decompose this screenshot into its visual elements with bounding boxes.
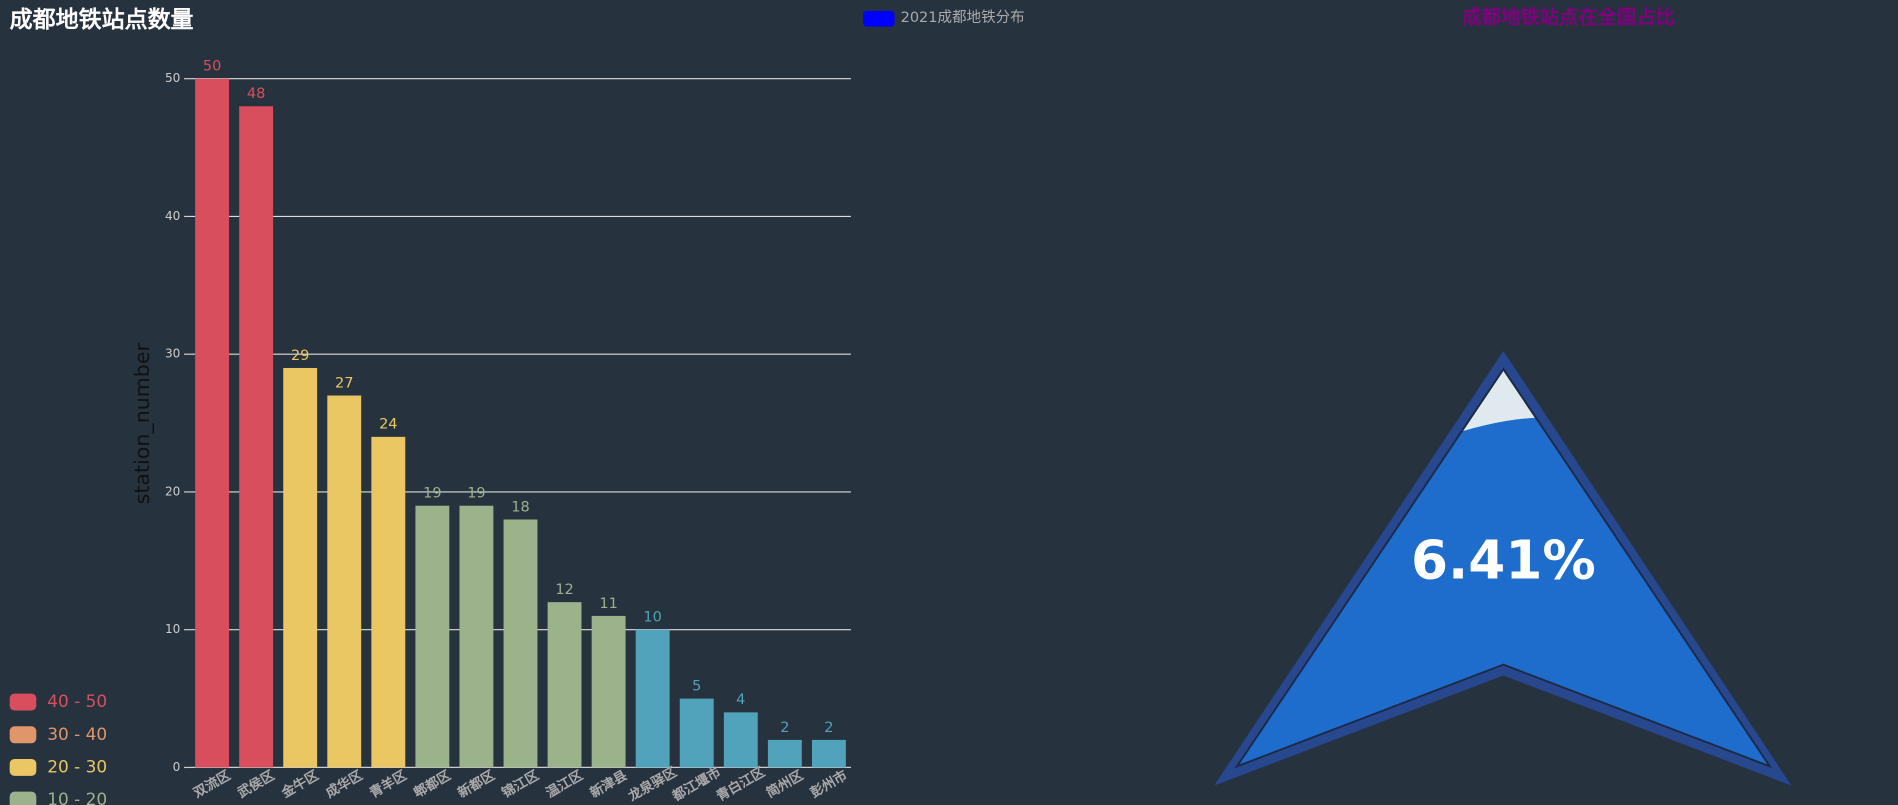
data-label: 5 <box>692 678 701 694</box>
data-label: 12 <box>555 582 573 598</box>
bar[interactable] <box>591 615 626 768</box>
data-label: 24 <box>379 417 397 433</box>
data-label: 48 <box>247 86 265 102</box>
bar[interactable] <box>679 698 714 768</box>
data-label: 19 <box>467 486 485 502</box>
bar[interactable] <box>767 739 802 768</box>
bar[interactable] <box>283 367 318 768</box>
y-tick-label: 30 <box>165 347 180 361</box>
visual-map-label[interactable]: 20 - 30 <box>47 756 107 776</box>
data-label: 2 <box>824 720 833 736</box>
bar[interactable] <box>811 739 846 768</box>
y-tick-label: 50 <box>165 71 180 85</box>
data-label: 27 <box>335 375 353 391</box>
y-tick-label: 10 <box>165 622 180 636</box>
liquid-title: 成都地铁站点在全国占比 <box>1462 6 1675 29</box>
visual-map-label[interactable]: 10 - 20 <box>47 789 107 805</box>
visual-map-swatch[interactable] <box>9 791 37 805</box>
bar[interactable] <box>239 106 274 768</box>
bar[interactable] <box>547 602 582 768</box>
y-tick-label: 40 <box>165 209 180 223</box>
data-label: 11 <box>599 596 617 612</box>
liquid-value-label: 6.41% <box>1411 530 1596 592</box>
bar[interactable] <box>415 505 450 768</box>
visual-map-label[interactable]: 30 - 40 <box>47 724 107 744</box>
bar[interactable] <box>195 78 230 768</box>
y-axis-label: station_number <box>130 342 155 504</box>
liquid-outline <box>1234 367 1773 769</box>
legend-swatch[interactable] <box>863 10 895 27</box>
data-label: 18 <box>511 499 529 515</box>
y-tick-label: 20 <box>165 484 180 498</box>
data-label: 2 <box>780 720 789 736</box>
data-label: 29 <box>291 348 309 364</box>
bar[interactable] <box>459 505 494 768</box>
bar[interactable] <box>635 629 670 768</box>
y-tick-label: 0 <box>173 760 181 774</box>
bar[interactable] <box>723 712 758 768</box>
bar[interactable] <box>371 436 406 768</box>
chart-title: 成都地铁站点数量 <box>10 7 194 33</box>
bar[interactable] <box>327 395 362 768</box>
legend-label[interactable]: 2021成都地铁分布 <box>901 9 1025 26</box>
visual-map-swatch[interactable] <box>9 726 37 744</box>
data-label: 4 <box>736 692 745 708</box>
data-label: 19 <box>423 486 441 502</box>
visual-map-swatch[interactable] <box>9 758 37 776</box>
data-label: 10 <box>643 610 661 626</box>
visual-map-swatch[interactable] <box>9 693 37 711</box>
data-label: 50 <box>203 59 221 75</box>
visual-map-label[interactable]: 40 - 50 <box>47 691 107 711</box>
bar[interactable] <box>503 519 538 768</box>
